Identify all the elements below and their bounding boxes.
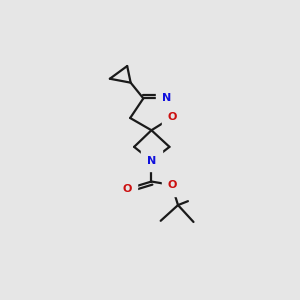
Text: O: O (122, 184, 132, 194)
Text: O: O (167, 112, 177, 122)
Text: N: N (162, 93, 171, 103)
Text: N: N (147, 156, 156, 166)
Text: O: O (167, 180, 176, 190)
